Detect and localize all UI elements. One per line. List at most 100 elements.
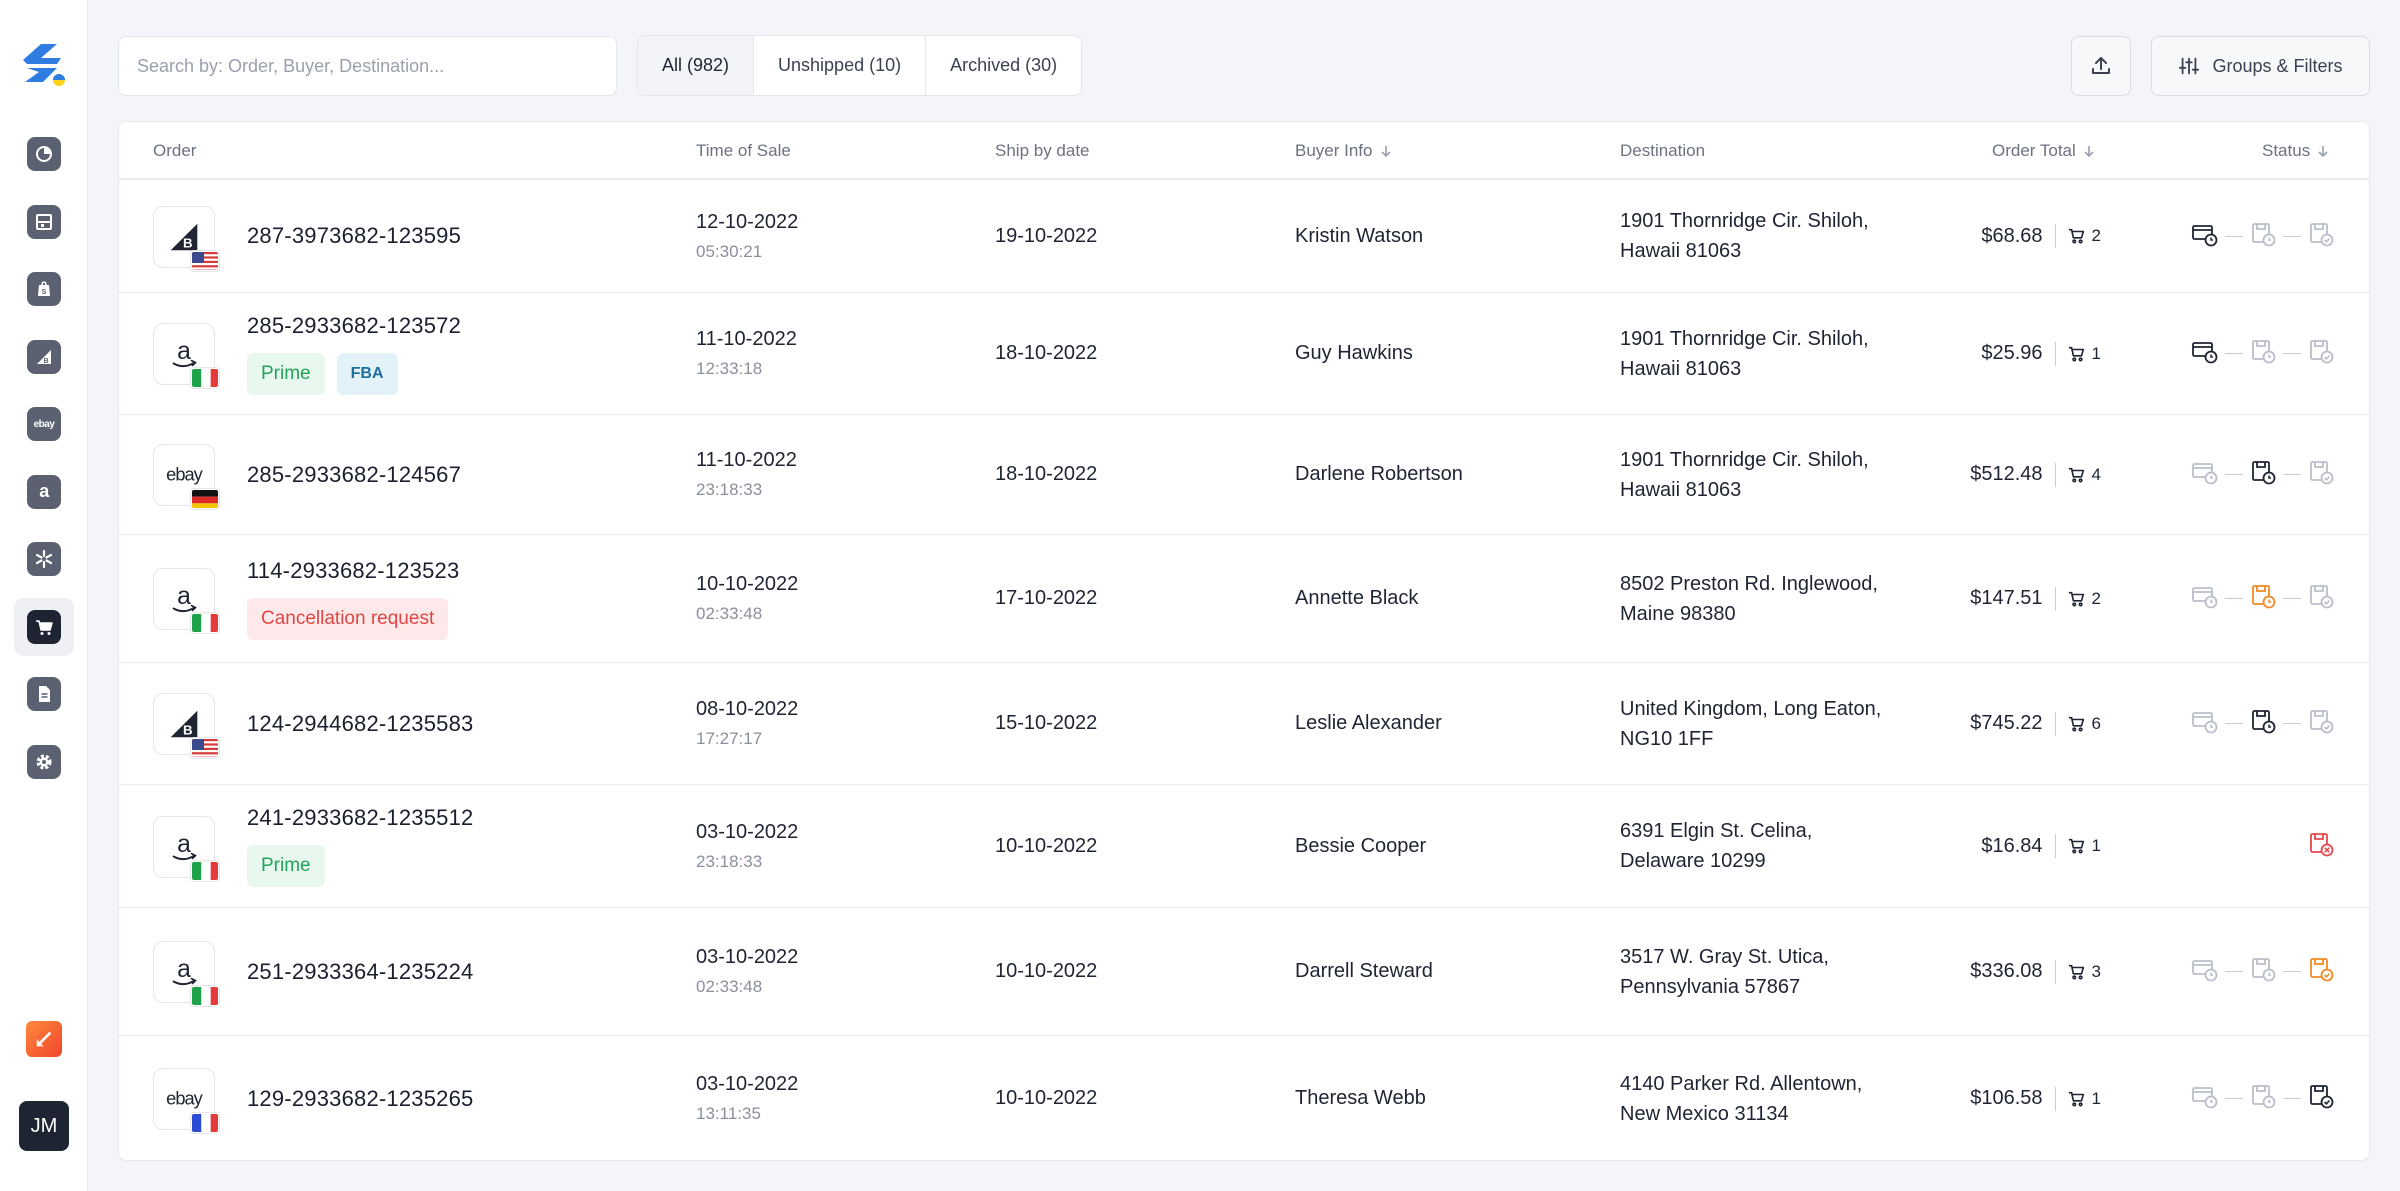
destination-cell: 8502 Preston Rd. Inglewood, Maine 98380 [1620, 535, 1878, 662]
destination-cell: 3517 W. Gray St. Utica, Pennsylvania 5786… [1620, 908, 1829, 1035]
status-cell[interactable] [2191, 180, 2335, 292]
sidebar-item-warehouse[interactable] [14, 193, 74, 251]
table-row[interactable]: a 241-2933682-1235512 Prime 03-10-2022 23:18… [119, 785, 2369, 908]
order-total-cell: $16.84 1 [1981, 785, 2101, 907]
sidebar-item-documents[interactable] [14, 665, 74, 723]
table-row[interactable]: a 251-2933364-1235224 03-10-2022 02:33:48 10… [119, 908, 2369, 1036]
destination-line-1: 8502 Preston Rd. Inglewood, [1620, 572, 1878, 595]
buyer-name[interactable]: Kristin Watson [1295, 224, 1424, 247]
order-number[interactable]: 129-2933682-1235265 [247, 1085, 474, 1111]
sidebar-item-amazon[interactable]: a [14, 463, 74, 521]
order-cell: 287-3973682-123595 [247, 180, 461, 292]
packing-status-icon [2249, 1082, 2277, 1115]
svg-text:a: a [177, 583, 191, 610]
col-time-of-sale[interactable]: Time of Sale [696, 141, 791, 160]
cart-icon [2068, 964, 2084, 979]
destination-cell: 1901 Thornridge Cir. Shiloh, Hawaii 81063 [1620, 415, 1869, 534]
sale-date: 03-10-2022 [696, 820, 799, 843]
order-number[interactable]: 287-3973682-123595 [247, 223, 462, 248]
search-input[interactable] [137, 55, 598, 77]
sidebar-item-ebay[interactable]: ebay [14, 395, 74, 453]
amazon-logo-icon: a [153, 568, 215, 630]
order-total-cell: $336.08 3 [1970, 908, 2101, 1035]
buyer-name[interactable]: Theresa Webb [1295, 1087, 1426, 1109]
order-badges: Prime [247, 845, 473, 887]
sale-date: 03-10-2022 [696, 1073, 799, 1095]
status-cell[interactable] [2191, 1036, 2335, 1160]
item-count: 1 [2091, 343, 2101, 363]
groups-filters-button[interactable]: Groups & Filters [2151, 36, 2370, 96]
status-cell[interactable] [2307, 785, 2335, 907]
item-count: 2 [2091, 226, 2101, 245]
table-row[interactable]: a 285-2933682-123572 Prime FBA 11-10-2022 12:… [119, 293, 2369, 415]
destination-line-1: 1901 Thornridge Cir. Shiloh, [1620, 448, 1869, 471]
order-number[interactable]: 114-2933682-123523 [247, 557, 460, 583]
status-cell[interactable] [2191, 535, 2335, 662]
buyer-name[interactable]: Darrell Steward [1295, 960, 1433, 982]
app-logo-icon[interactable] [17, 38, 69, 90]
destination-line-2: Hawaii 81063 [1620, 240, 1742, 262]
buyer-name[interactable]: Annette Black [1295, 587, 1419, 609]
destination-line-2: NG10 1FF [1620, 727, 1714, 750]
sidebar-item-walmart[interactable] [14, 530, 74, 588]
table-row[interactable]: ebay 285-2933682-124567 11-10-2022 23:18:33… [119, 415, 2369, 535]
buyer-cell: Annette Black [1295, 535, 1418, 662]
status-connector [2283, 353, 2301, 354]
table-row[interactable]: a 114-2933682-123523 Cancellation request 1… [119, 535, 2369, 663]
packing-status-icon [2249, 582, 2277, 615]
flag-fr-icon [191, 1113, 219, 1133]
order-number[interactable]: 285-2933682-124567 [247, 461, 462, 487]
sidebar-item-shopify[interactable]: S [14, 260, 74, 318]
sale-time: 05:30:21 [696, 241, 763, 261]
destination-line-2: Hawaii 81063 [1620, 357, 1742, 380]
sidebar-item-dashboard[interactable] [14, 125, 74, 183]
buyer-name[interactable]: Bessie Cooper [1295, 834, 1427, 857]
export-button[interactable] [2071, 36, 2131, 96]
shopify-icon: S [27, 272, 61, 306]
status-connector [2225, 353, 2243, 354]
user-avatar[interactable]: JM [19, 1101, 69, 1151]
order-number[interactable]: 241-2933682-1235512 [247, 805, 474, 830]
buyer-name[interactable]: Guy Hawkins [1295, 342, 1413, 364]
sidebar-item-bigcommerce[interactable]: B [14, 328, 74, 386]
order-number[interactable]: 285-2933682-123572 [247, 312, 462, 338]
order-total-cell: $68.68 2 [1981, 180, 2101, 292]
order-number[interactable]: 124-2944682-1235583 [247, 710, 474, 736]
table-row[interactable]: ebay 129-2933682-1235265 03-10-2022 13:11:3… [119, 1036, 2369, 1160]
promo-app-icon[interactable] [26, 1021, 62, 1057]
sidebar-item-settings-gear[interactable] [14, 733, 74, 791]
sidebar-item-orders-cart[interactable] [14, 597, 74, 656]
destination-cell: 1901 Thornridge Cir. Shiloh, Hawaii 81063 [1620, 293, 1869, 414]
table-row[interactable]: B 124-2944682-1235583 08-10-2022 17:27:17 15… [119, 663, 2369, 785]
item-count: 4 [2091, 464, 2101, 484]
col-status[interactable]: Status [2262, 122, 2330, 180]
col-ship-by[interactable]: Ship by date [995, 141, 1090, 160]
tab-archived[interactable]: Archived (30) [950, 55, 1058, 75]
col-buyer[interactable]: Buyer Info [1295, 122, 1393, 180]
tab-unshipped[interactable]: Unshipped (10) [754, 36, 927, 95]
buyer-name[interactable]: Leslie Alexander [1295, 712, 1442, 734]
status-cell[interactable] [2191, 415, 2335, 534]
order-number[interactable]: 251-2933364-1235224 [247, 958, 474, 984]
search-box[interactable] [118, 36, 617, 96]
col-destination[interactable]: Destination [1620, 141, 1706, 160]
col-order[interactable]: Order [153, 141, 197, 160]
svg-text:B: B [43, 358, 48, 365]
ship-by-date: 10-10-2022 [995, 1087, 1098, 1109]
status-cell[interactable] [2191, 663, 2335, 784]
tab-all[interactable]: All (982) [638, 36, 755, 95]
svg-text:ebay: ebay [166, 464, 204, 485]
destination-cell: 1901 Thornridge Cir. Shiloh, Hawaii 81063 [1620, 180, 1869, 292]
buyer-name[interactable]: Darlene Robertson [1295, 463, 1463, 485]
flag-it-icon [191, 861, 219, 881]
payment-status-icon [2191, 582, 2219, 615]
upload-icon [2092, 57, 2110, 74]
ship-by-date: 17-10-2022 [995, 587, 1098, 609]
status-cell[interactable] [2191, 908, 2335, 1035]
col-order-total[interactable]: Order Total [1992, 122, 2096, 180]
ship-by-cell: 19-10-2022 [995, 180, 1097, 292]
status-cell[interactable] [2191, 293, 2335, 414]
destination-cell: 6391 Elgin St. Celina, Delaware 10299 [1620, 785, 1812, 907]
divider [2054, 834, 2056, 858]
table-row[interactable]: B 287-3973682-123595 12-10-2022 05:30:21 19-… [119, 180, 2369, 293]
